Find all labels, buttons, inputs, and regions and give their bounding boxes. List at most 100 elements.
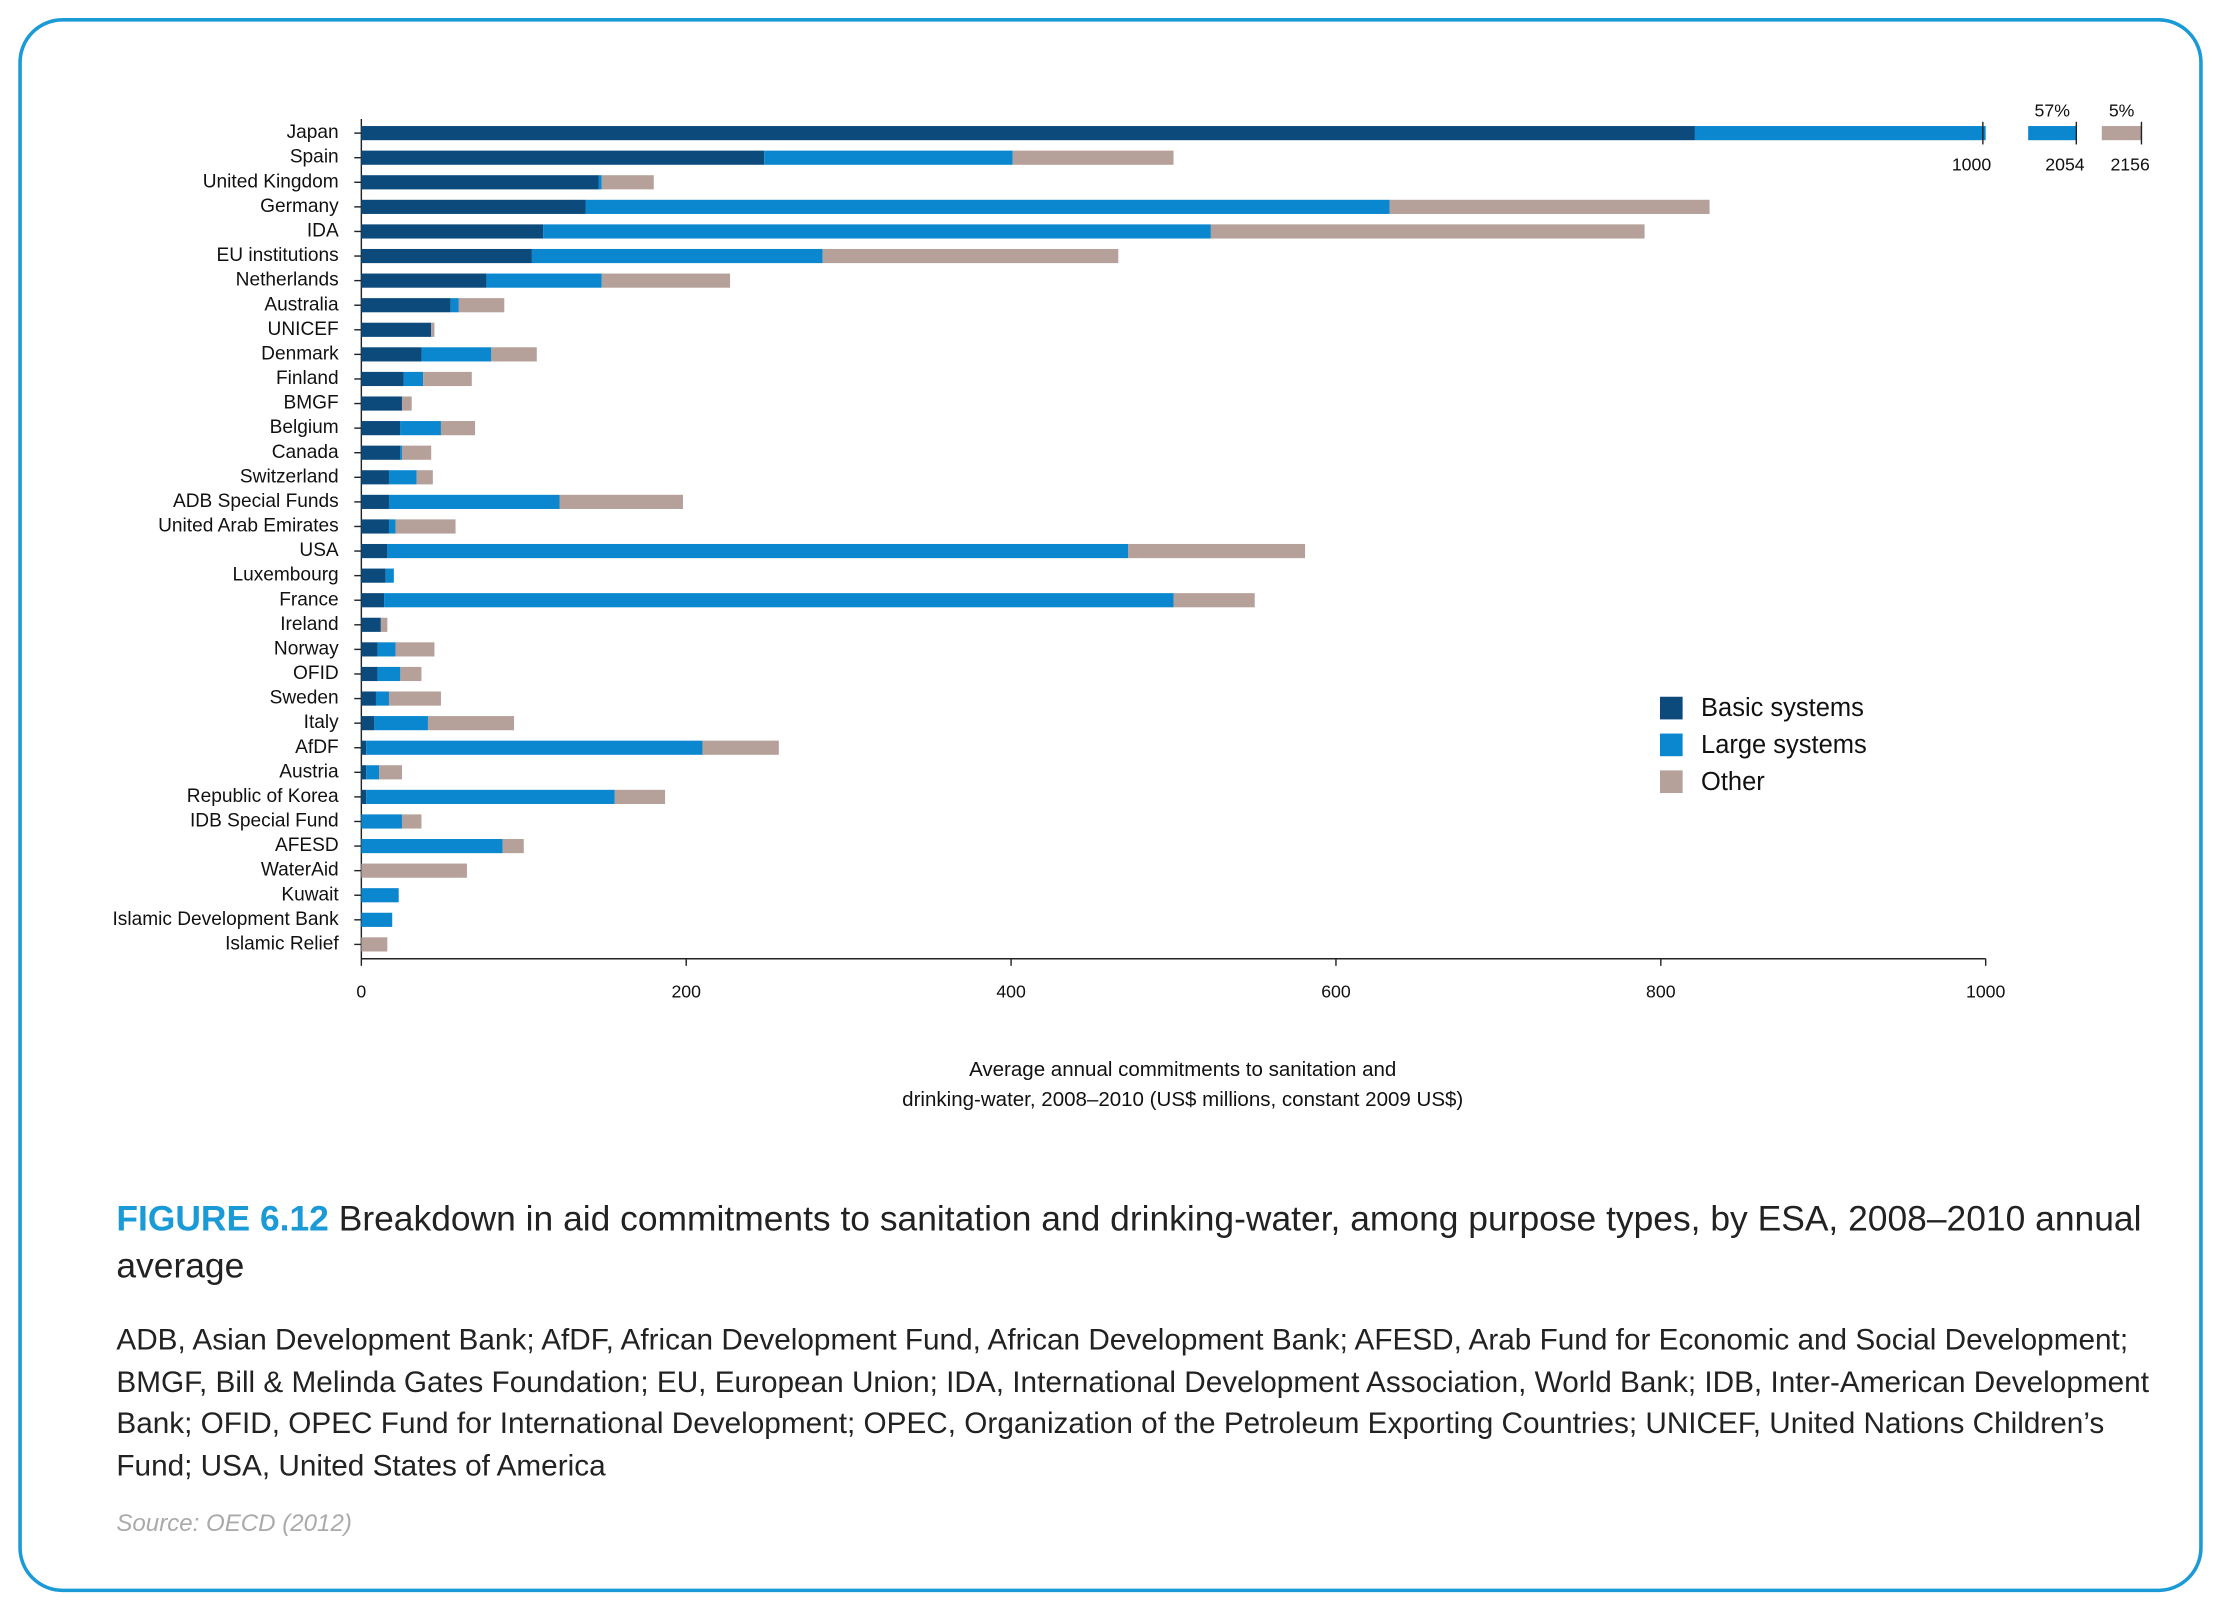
bar-segment xyxy=(1128,543,1306,559)
bar-segment xyxy=(361,175,599,190)
bar-segment xyxy=(361,199,586,214)
bar-segment xyxy=(388,470,417,485)
bar-segment xyxy=(380,617,388,632)
break-share-label: 5% xyxy=(2109,101,2135,121)
bar-segment xyxy=(361,740,367,755)
bar-segment xyxy=(1694,126,1986,141)
bar-segment xyxy=(361,568,386,583)
source-box: Source: OECD (2012) xyxy=(116,1510,352,1537)
bar-segment xyxy=(361,224,544,239)
bar-segment xyxy=(614,789,666,804)
x-tick-label: 1000 xyxy=(1966,981,2006,1001)
caption-title: Breakdown in aid commitments to sanitati… xyxy=(116,1199,2142,1286)
legend-label: Basic systems xyxy=(1701,694,1864,722)
bar-segment xyxy=(366,740,703,755)
frame xyxy=(18,18,2203,1593)
bar-segment xyxy=(401,396,412,411)
bar-segment xyxy=(395,519,456,534)
bar-segment xyxy=(601,273,731,288)
bar-segment xyxy=(361,543,388,559)
bar-segment xyxy=(423,371,472,387)
bar-segment xyxy=(361,863,467,878)
bar-segment xyxy=(764,150,1013,165)
bar-segment xyxy=(361,298,451,313)
bar-segment xyxy=(361,617,381,632)
x-tick-label: 200 xyxy=(671,981,701,1001)
bar-segment xyxy=(366,765,380,780)
legend-label: Large systems xyxy=(1701,731,1867,759)
bar-segment xyxy=(361,666,378,682)
x-axis-label: Average annual commitments to sanitation… xyxy=(969,1058,1396,1081)
bar-segment xyxy=(598,175,602,190)
y-tick-label: Republic of Korea xyxy=(187,786,339,807)
bar-segment xyxy=(388,494,560,509)
bar-segment xyxy=(400,666,422,682)
bar-segment xyxy=(1389,199,1710,214)
bar-segment xyxy=(361,789,367,804)
bar-segment xyxy=(400,445,402,460)
y-tick-label: OFID xyxy=(293,663,339,684)
bar-segment xyxy=(702,740,779,755)
bar-segment xyxy=(1173,593,1255,608)
bar-segment xyxy=(361,126,1695,141)
bar-segment xyxy=(374,716,428,731)
y-tick-label: Norway xyxy=(274,638,339,659)
bar-segment xyxy=(361,937,388,952)
caption: FIGURE 6.12 Breakdown in aid commitments… xyxy=(116,1197,2169,1290)
bar-segment xyxy=(822,248,1119,264)
bar-segment xyxy=(388,519,396,534)
y-tick-label: IDA xyxy=(307,221,339,242)
bar-segment xyxy=(361,371,404,387)
bar-segment xyxy=(361,470,389,485)
bar-segment xyxy=(361,888,399,903)
bar-segment xyxy=(486,273,602,288)
bar-segment xyxy=(421,347,492,362)
bar-segment xyxy=(375,691,389,706)
y-tick-label: Japan xyxy=(287,122,339,143)
x-tick-label: 600 xyxy=(1321,981,1351,1001)
legend-swatch xyxy=(1659,770,1683,794)
bar-segment-break xyxy=(2101,126,2142,141)
bar-segment xyxy=(440,421,476,436)
caption-box: FIGURE 6.12 Breakdown in aid commitments… xyxy=(116,1197,2169,1290)
bar-segment xyxy=(361,421,401,436)
bar-segment xyxy=(450,298,459,313)
bar-segment xyxy=(543,224,1211,239)
y-tick-label: USA xyxy=(299,540,339,561)
y-tick-label: France xyxy=(279,589,338,610)
y-tick-label: Finland xyxy=(276,368,339,389)
y-tick-label: Canada xyxy=(272,442,339,463)
bar-segment xyxy=(361,150,765,165)
y-tick-label: BMGF xyxy=(283,393,338,414)
bar-segment xyxy=(361,912,393,927)
y-tick-label: AfDF xyxy=(295,737,339,758)
bar-segment xyxy=(361,322,432,337)
bar-segment xyxy=(1012,150,1174,165)
y-tick-label: ADB Special Funds xyxy=(173,491,339,512)
break-label: 1000 xyxy=(1952,154,1992,174)
bar-segment xyxy=(361,347,422,362)
y-tick-label: EU institutions xyxy=(217,245,339,266)
bar-segment xyxy=(400,421,441,436)
x-tick-label: 800 xyxy=(1646,981,1676,1001)
bar-segment xyxy=(395,642,435,657)
y-tick-label: Switzerland xyxy=(240,466,339,487)
bar-segment xyxy=(361,248,532,264)
bar-segment xyxy=(458,298,505,313)
y-tick-label: IDB Special Fund xyxy=(190,811,339,832)
bar-segment xyxy=(531,248,823,264)
bar-segment xyxy=(361,765,367,780)
bar-segment-break xyxy=(2028,126,2077,141)
bar-segment xyxy=(361,642,378,657)
bar-segment xyxy=(379,765,402,780)
bar-segment xyxy=(585,199,1390,214)
y-tick-label: Belgium xyxy=(270,417,339,438)
bar-segment xyxy=(361,814,402,829)
bar-segment xyxy=(388,691,441,706)
bar-segment xyxy=(502,838,524,854)
bar-segment xyxy=(401,445,432,460)
x-axis-label: drinking-water, 2008–2010 (US$ millions,… xyxy=(902,1088,1463,1111)
bar-segment xyxy=(377,666,401,682)
bar-segment xyxy=(361,593,385,608)
